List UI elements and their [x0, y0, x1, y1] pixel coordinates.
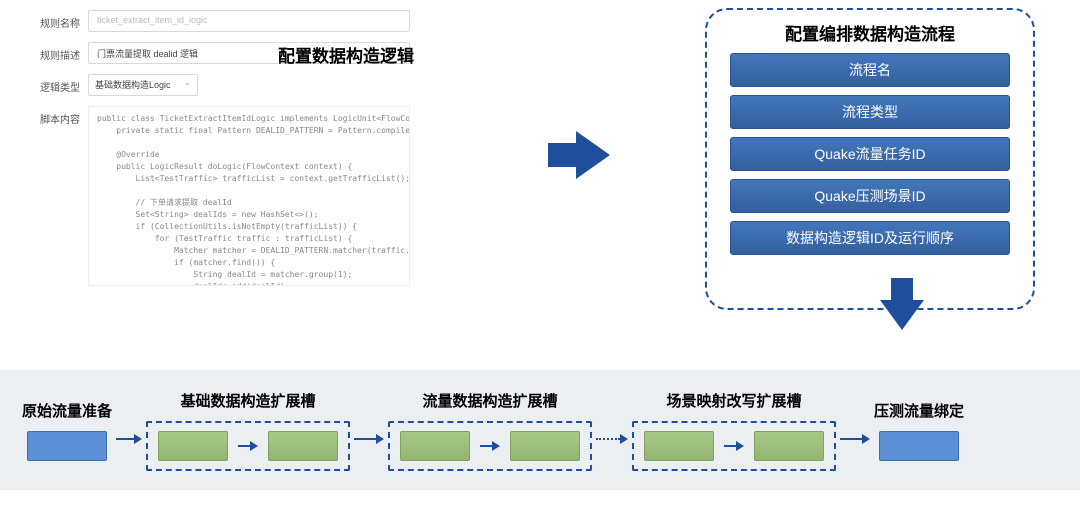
config-item: 流程类型 — [730, 95, 1010, 129]
stage-prep: 原始流量准备 — [22, 400, 112, 461]
stage-label: 基础数据构造扩展槽 — [181, 390, 316, 411]
green-box — [158, 431, 228, 461]
slot-box — [632, 421, 836, 471]
slot-box — [388, 421, 592, 471]
stage-slot1: 基础数据构造扩展槽 — [146, 390, 350, 471]
section-title-logic: 配置数据构造逻辑 — [278, 42, 414, 67]
stage-bind: 压测流量绑定 — [874, 400, 964, 461]
config-item: 流程名 — [730, 53, 1010, 87]
pipeline-band: 原始流量准备 基础数据构造扩展槽 流量数据构造扩展槽 场景映射改写扩展槽 — [0, 370, 1080, 490]
config-item: Quake流量任务ID — [730, 137, 1010, 171]
stage-label: 压测流量绑定 — [874, 400, 964, 421]
label-rule-desc: 规则描述 — [40, 42, 88, 62]
stage-slot2: 流量数据构造扩展槽 — [388, 390, 592, 471]
stage-label: 原始流量准备 — [22, 400, 112, 421]
stage-slot3: 场景映射改写扩展槽 — [632, 390, 836, 471]
label-logic-type: 逻辑类型 — [40, 74, 88, 94]
arrow-down-icon — [880, 300, 924, 330]
config-item: 数据构造逻辑ID及运行顺序 — [730, 221, 1010, 255]
blue-box — [879, 431, 959, 461]
label-script: 脚本内容 — [40, 106, 88, 126]
stage-label: 场景映射改写扩展槽 — [667, 390, 802, 411]
green-box — [510, 431, 580, 461]
green-box — [400, 431, 470, 461]
blue-box — [27, 431, 107, 461]
config-panel: 配置编排数据构造流程 流程名 流程类型 Quake流量任务ID Quake压测场… — [705, 8, 1035, 310]
stage-label: 流量数据构造扩展槽 — [423, 390, 558, 411]
code-editor[interactable]: public class TicketExtractItemIdLogic im… — [88, 106, 410, 286]
slot-box — [146, 421, 350, 471]
green-box — [268, 431, 338, 461]
config-panel-title: 配置编排数据构造流程 — [785, 20, 955, 45]
config-item: Quake压测场景ID — [730, 179, 1010, 213]
label-rule-name: 规则名称 — [40, 10, 88, 30]
input-rule-name[interactable]: ticket_extract_item_id_logic — [88, 10, 410, 32]
arrow-right-icon — [576, 131, 610, 179]
select-logic-type[interactable]: 基础数据构造Logic — [88, 74, 198, 96]
green-box — [644, 431, 714, 461]
green-box — [754, 431, 824, 461]
